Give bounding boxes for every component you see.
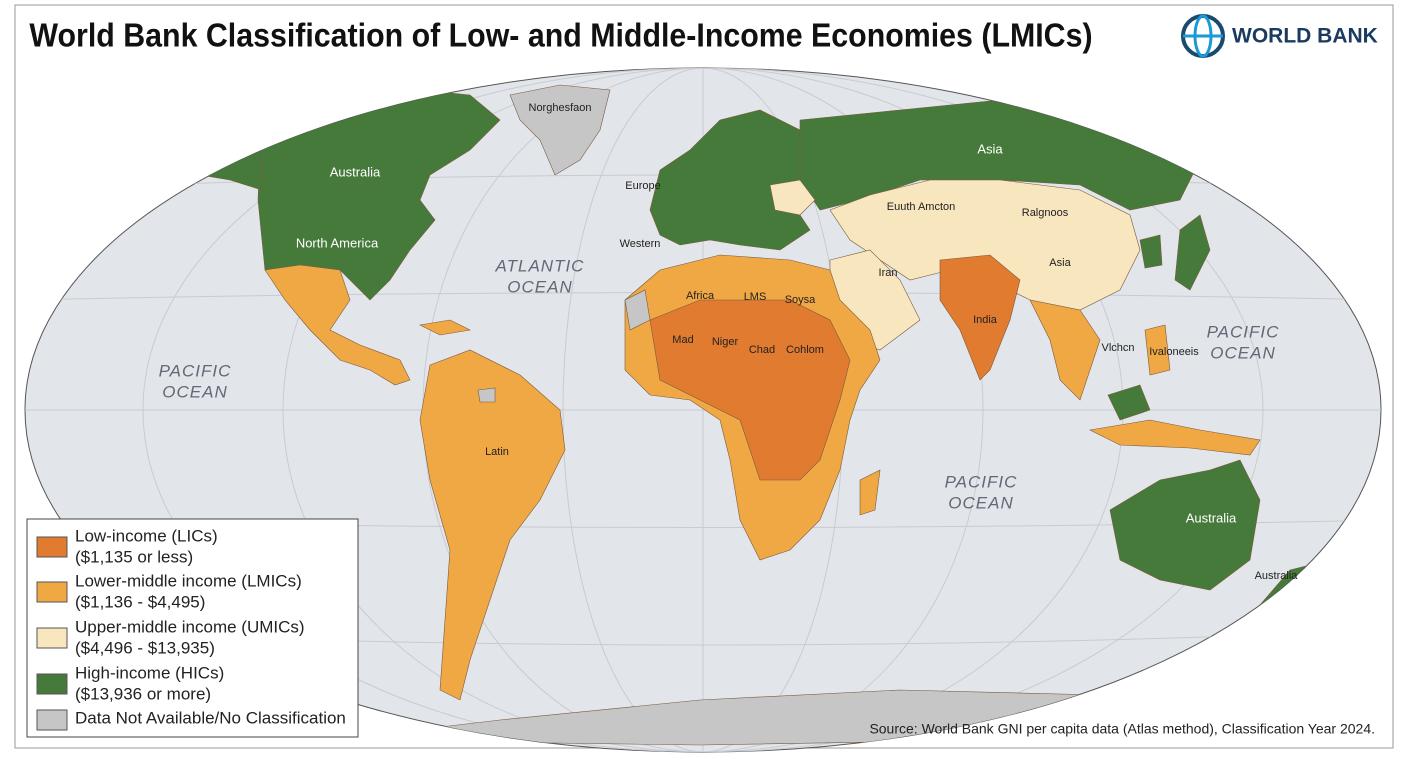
legend-swatch: [36, 536, 68, 558]
title: World Bank Classification of Low- and Mi…: [29, 17, 1092, 54]
map-label: Soysa: [785, 294, 816, 306]
map-label: LMS: [744, 291, 767, 303]
map-label: Europe: [625, 180, 660, 192]
map-label: Niger: [712, 336, 739, 348]
ocean-label: OCEAN: [162, 382, 227, 401]
region: [769, 179, 816, 216]
map-label: North America: [296, 235, 379, 250]
map-label: Western: [620, 238, 661, 250]
region: [1107, 384, 1151, 421]
legend-box: [26, 518, 359, 738]
logo: WORLD BANK: [1181, 14, 1378, 58]
region: [829, 179, 1141, 311]
logo-text: WORLD BANK: [1232, 25, 1378, 48]
legend-swatch: [36, 581, 68, 603]
ocean-label: PACIFIC: [1207, 322, 1280, 341]
map-label: Ivaloneeis: [1149, 346, 1199, 358]
legend-swatch: [36, 627, 68, 649]
ocean-label: PACIFIC: [159, 361, 232, 380]
ocean-label: ATLANTIC: [495, 256, 585, 275]
region: [509, 84, 611, 176]
map-label: Latin: [485, 446, 509, 458]
legend-range: ($4,496 - $13,935): [75, 638, 215, 657]
region: [419, 349, 566, 701]
legend-range: ($1,136 - $4,495): [75, 592, 205, 611]
legend-range: ($1,135 or less): [75, 547, 193, 566]
region: [624, 289, 651, 331]
region: [1109, 459, 1261, 591]
legend-range: ($13,936 or more): [75, 684, 211, 703]
map-label: Norghesfaon: [529, 102, 592, 114]
map-labels: Norghesfaon Australia North America Euro…: [159, 102, 1299, 582]
legend-label: Lower-middle income (LMICs): [75, 571, 302, 590]
map-label: Australia: [1186, 510, 1237, 525]
legend-label: High-income (HICs): [75, 663, 224, 682]
region: [1174, 214, 1211, 291]
region: [1144, 324, 1171, 376]
legend-label: Low-income (LICs): [75, 526, 218, 545]
region: [1089, 419, 1261, 456]
map-label: Asia: [977, 141, 1003, 156]
legend-label: Upper-middle income (UMICs): [75, 617, 305, 636]
legend-swatch: [36, 673, 68, 695]
map-label: Australia: [1255, 570, 1299, 582]
map-label: India: [973, 314, 998, 326]
map-label: Mad: [672, 334, 693, 346]
map-label: Ralgnoos: [1022, 207, 1069, 219]
legend-label: Data Not Available/No Classification: [75, 708, 346, 727]
source-note: Source: World Bank GNI per capita data (…: [869, 721, 1375, 737]
region: [649, 299, 851, 481]
ocean-label: PACIFIC: [945, 472, 1018, 491]
map-label: Iran: [879, 267, 898, 279]
ocean-label: OCEAN: [1210, 343, 1275, 362]
legend: Low-income (LICs) ($1,135 or less) Lower-m…: [26, 518, 359, 738]
map-label: Chad: [749, 344, 775, 356]
map-label: Asia: [1049, 257, 1071, 269]
region: [1139, 234, 1163, 269]
ocean-label: OCEAN: [507, 277, 572, 296]
region: [264, 264, 411, 386]
region: [477, 387, 496, 403]
map-label: Cohlom: [786, 344, 824, 356]
map-label: Australia: [330, 164, 381, 179]
ocean-label: OCEAN: [948, 493, 1013, 512]
region: [859, 469, 881, 516]
region: [939, 254, 1021, 381]
map-label: Vlchcn: [1101, 342, 1134, 354]
map-label: Africa: [686, 290, 715, 302]
legend-swatch: [36, 709, 68, 731]
region: [419, 319, 471, 336]
region: [1029, 299, 1101, 401]
map-label: Euuth Amcton: [887, 201, 956, 213]
